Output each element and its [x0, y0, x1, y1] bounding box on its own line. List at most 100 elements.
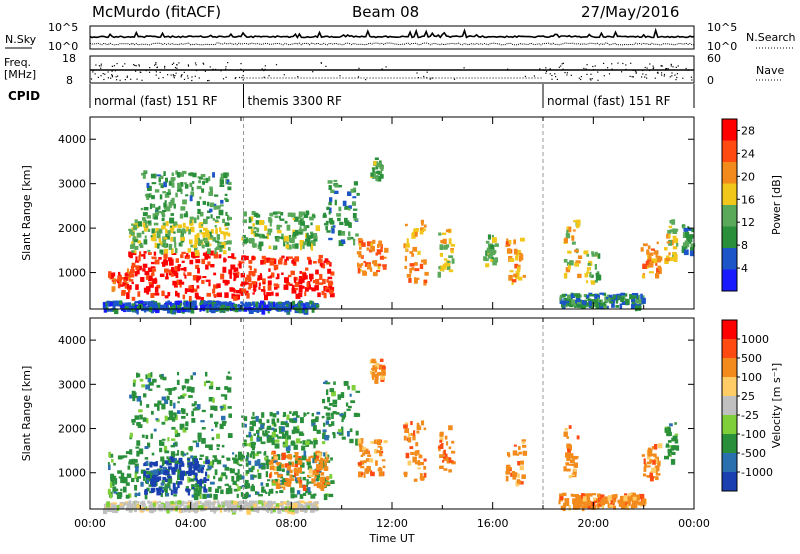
- heatmap-cell: [163, 445, 168, 452]
- heatmap-cell: [167, 417, 171, 421]
- heatmap-cell: [158, 257, 162, 260]
- heatmap-cell: [232, 452, 235, 455]
- heatmap-cell: [143, 253, 146, 259]
- heatmap-cell: [289, 411, 292, 414]
- heatmap-cell: [405, 223, 408, 227]
- heatmap-cell: [176, 279, 182, 286]
- heatmap-cell: [330, 225, 335, 230]
- heatmap-cell: [198, 466, 202, 470]
- heatmap-cell: [171, 309, 175, 315]
- heatmap-cell: [281, 302, 286, 308]
- heatmap-cell: [150, 470, 153, 475]
- heatmap-cell: [188, 296, 192, 302]
- heatmap-cell: [687, 226, 690, 229]
- heatmap-cell: [641, 454, 645, 457]
- heatmap-cell: [329, 388, 335, 393]
- heatmap-cell: [279, 257, 283, 261]
- heatmap-cell: [574, 262, 579, 267]
- heatmap-cell: [673, 254, 678, 260]
- heatmap-cell: [559, 496, 564, 500]
- heatmap-cell: [445, 229, 451, 233]
- heatmap-cell: [141, 508, 146, 512]
- heatmap-cell: [311, 421, 316, 427]
- heatmap-cell: [299, 482, 303, 488]
- heatmap-cell: [201, 409, 206, 413]
- heatmap-cell: [209, 413, 213, 418]
- heatmap-cell: [674, 433, 679, 436]
- heatmap-cell: [601, 503, 604, 510]
- heatmap-cell: [163, 202, 167, 208]
- heatmap-cell: [439, 431, 444, 436]
- heatmap-cell: [573, 468, 577, 472]
- heatmap-cell: [584, 273, 589, 278]
- heatmap-cell: [225, 475, 228, 480]
- heatmap-cell: [293, 426, 298, 431]
- heatmap-cell: [215, 422, 218, 428]
- heatmap-cell: [248, 431, 252, 438]
- heatmap-cell: [262, 282, 266, 285]
- heatmap-cell: [260, 506, 265, 510]
- heatmap-cell: [297, 467, 302, 473]
- nsky-panel-frame: [89, 25, 695, 50]
- heatmap-cell: [281, 255, 285, 259]
- heatmap-cell: [216, 234, 220, 240]
- heatmap-cell: [325, 451, 328, 458]
- heatmap-cell: [512, 279, 517, 283]
- heatmap-cell: [341, 436, 346, 440]
- heatmap-cell: [666, 241, 671, 244]
- heatmap-cell: [647, 451, 653, 457]
- heatmap-cell: [228, 413, 232, 418]
- heatmap-cell: [244, 301, 248, 308]
- heatmap-cell: [681, 250, 686, 254]
- heatmap-cell: [171, 197, 175, 203]
- heatmap-cell: [157, 243, 160, 249]
- heatmap-cell: [522, 450, 528, 456]
- heatmap-cell: [302, 228, 307, 232]
- heatmap-cell: [290, 475, 296, 478]
- heatmap-cell: [665, 443, 670, 448]
- heatmap-cell: [576, 219, 581, 224]
- heatmap-cell: [575, 505, 580, 510]
- heatmap-cell: [291, 285, 295, 291]
- heatmap-cell: [168, 301, 172, 305]
- heatmap-cell: [177, 450, 180, 456]
- heatmap-cell: [625, 298, 629, 303]
- heatmap-cell: [134, 304, 139, 311]
- heatmap-cell: [193, 455, 198, 459]
- heatmap-cell: [251, 255, 255, 261]
- heatmap-cell: [329, 474, 333, 479]
- heatmap-cell: [607, 495, 612, 501]
- heatmap-cell: [591, 251, 595, 255]
- heatmap-cell: [141, 230, 145, 235]
- heatmap-cell: [571, 473, 575, 477]
- heatmap-cell: [283, 444, 288, 447]
- heatmap-cell: [377, 263, 382, 267]
- heatmap-cell: [602, 292, 606, 296]
- heatmap-cell: [273, 258, 277, 265]
- heatmap-cell: [347, 236, 351, 241]
- heatmap-cell: [292, 305, 295, 309]
- heatmap-cell: [300, 462, 305, 468]
- heatmap-cell: [262, 430, 265, 436]
- heatmap-cell: [163, 466, 166, 470]
- heatmap-cell: [444, 453, 448, 457]
- heatmap-cell: [597, 297, 600, 303]
- heatmap-cell: [176, 379, 180, 385]
- heatmap-cell: [227, 406, 232, 409]
- heatmap-cell: [136, 450, 140, 457]
- heatmap-cell: [141, 434, 145, 438]
- heatmap-cell: [194, 461, 198, 466]
- sky-tick-top: 10^5: [48, 21, 78, 34]
- heatmap-cell: [210, 229, 214, 234]
- heatmap-cell: [153, 308, 159, 312]
- heatmap-cell: [135, 301, 140, 304]
- heatmap-cell: [284, 277, 289, 283]
- heatmap-cell: [252, 223, 255, 227]
- heatmap-cell: [353, 181, 358, 186]
- heatmap-cell: [598, 496, 603, 499]
- heatmap-cell: [246, 293, 250, 299]
- heatmap-cell: [177, 469, 182, 475]
- heatmap-cell: [675, 445, 680, 451]
- sky-tick-bottom: 10^0: [48, 40, 78, 53]
- heatmap-cell: [411, 253, 414, 257]
